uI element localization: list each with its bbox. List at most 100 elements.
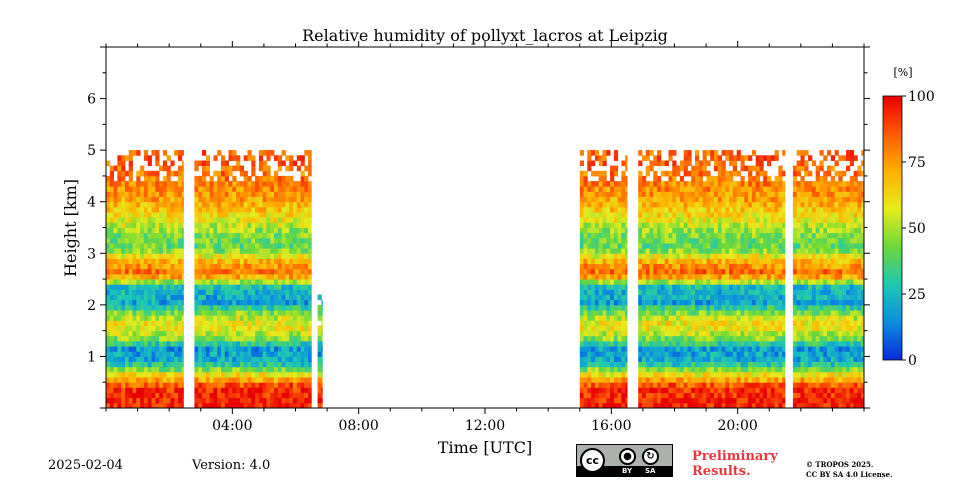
humidity-cell xyxy=(736,206,741,213)
humidity-cell xyxy=(751,186,757,192)
humidity-cell xyxy=(151,232,156,239)
humidity-cell xyxy=(293,222,298,228)
humidity-cell xyxy=(706,150,711,156)
humidity-cell xyxy=(660,299,666,306)
humidity-cell xyxy=(125,397,130,404)
humidity-cell xyxy=(221,175,226,182)
humidity-cell xyxy=(296,377,301,383)
humidity-cell xyxy=(202,382,207,388)
humidity-cell xyxy=(587,289,592,295)
humidity-cell xyxy=(617,299,622,306)
humidity-cell xyxy=(258,181,264,187)
humidity-cell xyxy=(642,351,647,357)
humidity-cell xyxy=(304,371,309,378)
humidity-cell xyxy=(710,248,715,254)
humidity-cell xyxy=(213,341,218,347)
humidity-cell xyxy=(198,201,203,208)
humidity-cell xyxy=(151,392,156,399)
humidity-cell xyxy=(687,361,692,368)
humidity-cell xyxy=(625,191,628,197)
humidity-cell xyxy=(205,181,210,187)
humidity-cell xyxy=(702,325,707,332)
humidity-cell xyxy=(638,258,643,264)
humidity-cell xyxy=(740,315,745,321)
humidity-cell xyxy=(198,268,203,275)
humidity-cell xyxy=(159,253,164,259)
humidity-cell xyxy=(778,402,783,409)
humidity-cell xyxy=(778,284,783,290)
humidity-cell xyxy=(117,382,122,388)
humidity-cell xyxy=(236,304,241,311)
humidity-cell xyxy=(770,335,775,342)
humidity-cell xyxy=(221,273,226,280)
humidity-cell xyxy=(202,253,207,259)
humidity-cell xyxy=(277,268,282,275)
humidity-cell xyxy=(770,366,775,373)
humidity-cell xyxy=(642,279,647,285)
humidity-cell xyxy=(317,341,322,347)
humidity-cell xyxy=(778,268,783,275)
humidity-cell xyxy=(687,243,692,249)
humidity-cell xyxy=(178,377,183,383)
humidity-cell xyxy=(274,222,279,228)
humidity-cell xyxy=(194,165,199,172)
humidity-cell xyxy=(228,206,233,213)
humidity-cell xyxy=(621,186,626,192)
humidity-cell xyxy=(155,346,160,352)
humidity-cell xyxy=(625,294,628,301)
humidity-cell xyxy=(151,253,156,259)
humidity-cell xyxy=(198,289,203,295)
humidity-cell xyxy=(767,351,772,357)
humidity-cell xyxy=(109,387,114,393)
humidity-cell xyxy=(270,253,275,259)
humidity-cell xyxy=(255,248,260,254)
humidity-cell xyxy=(178,330,183,337)
humidity-cell xyxy=(174,201,179,208)
humidity-cell xyxy=(691,294,696,301)
humidity-cell xyxy=(304,397,309,404)
humidity-cell xyxy=(202,284,207,290)
humidity-cell xyxy=(181,361,184,368)
humidity-cell xyxy=(308,160,312,167)
humidity-cell xyxy=(660,268,666,275)
humidity-cell xyxy=(679,382,685,388)
humidity-cell xyxy=(706,217,711,223)
humidity-cell xyxy=(296,304,301,311)
humidity-cell xyxy=(140,201,145,208)
humidity-cell xyxy=(270,387,275,393)
humidity-cell xyxy=(638,382,643,388)
humidity-cell xyxy=(657,181,662,187)
humidity-cell xyxy=(653,232,658,239)
humidity-cell xyxy=(217,150,222,156)
humidity-cell xyxy=(676,284,681,290)
humidity-cell xyxy=(638,392,643,399)
humidity-cell xyxy=(617,371,622,378)
humidity-cell xyxy=(255,387,260,393)
humidity-cell xyxy=(151,258,156,264)
humidity-cell xyxy=(774,227,779,234)
humidity-cell xyxy=(159,351,164,357)
humidity-cell xyxy=(610,165,615,172)
humidity-cell xyxy=(625,315,628,321)
humidity-cell xyxy=(232,243,237,249)
humidity-cell xyxy=(274,397,279,404)
humidity-cell xyxy=(232,351,237,357)
humidity-cell xyxy=(792,341,798,347)
humidity-cell xyxy=(155,181,160,187)
humidity-cell xyxy=(613,382,619,388)
humidity-cell xyxy=(198,196,203,203)
humidity-cell xyxy=(721,294,726,301)
humidity-cell xyxy=(621,366,626,373)
humidity-cell xyxy=(151,186,156,192)
humidity-cell xyxy=(162,160,168,167)
humidity-cell xyxy=(748,253,753,259)
humidity-cell xyxy=(740,341,745,347)
humidity-cell xyxy=(121,181,126,187)
humidity-cell xyxy=(247,351,252,357)
humidity-cell xyxy=(679,248,685,254)
humidity-cell xyxy=(717,310,722,316)
humidity-cell xyxy=(321,315,323,321)
humidity-cell xyxy=(751,294,757,301)
humidity-cell xyxy=(247,175,252,182)
humidity-cell xyxy=(251,212,256,218)
